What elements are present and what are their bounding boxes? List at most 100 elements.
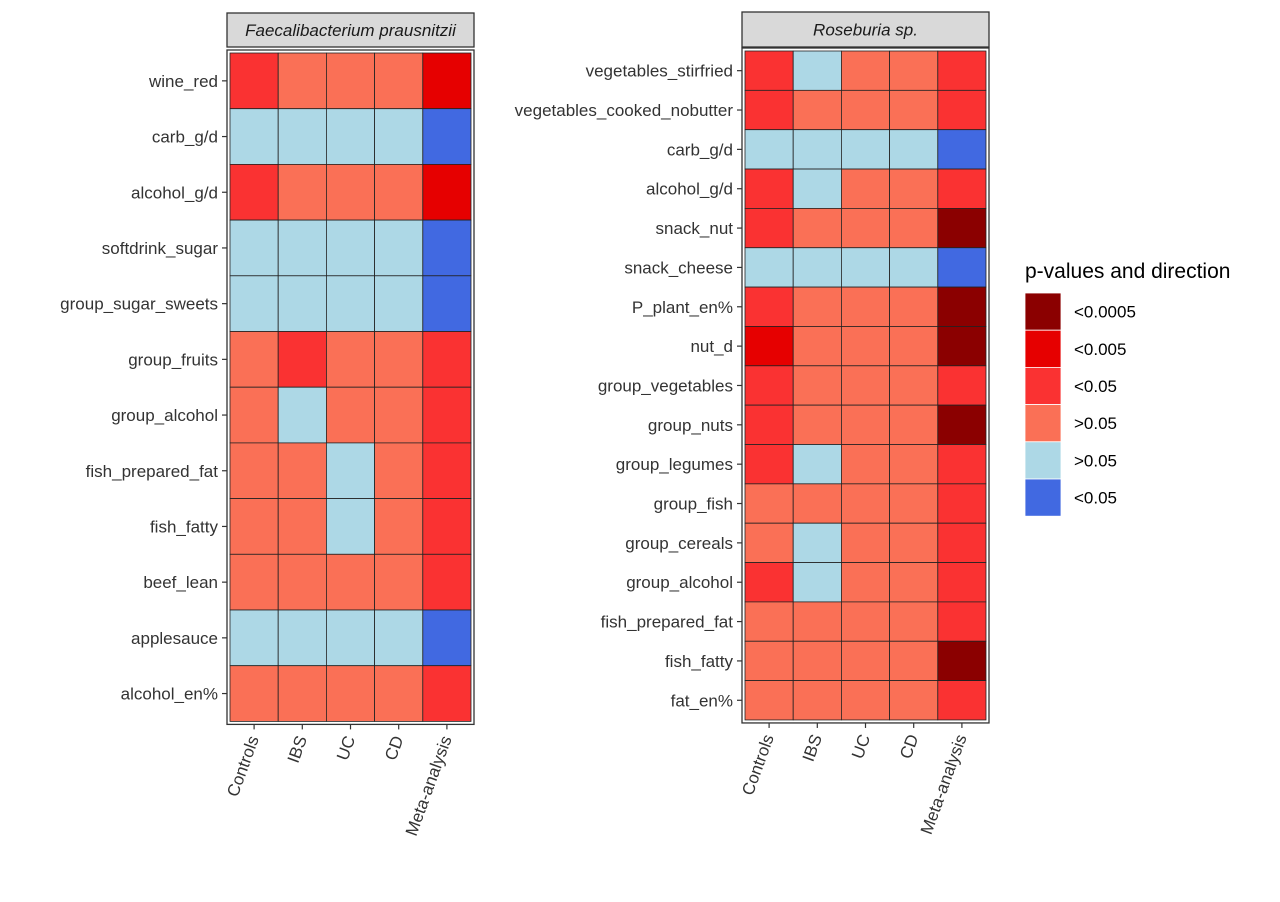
row-label-carb-g-d: carb_g/d (152, 128, 218, 147)
legend-key-neg-ns (1024, 441, 1062, 480)
heatmap-tile (744, 522, 794, 563)
heatmap-tile (792, 207, 842, 249)
heatmap-tile (889, 365, 939, 406)
heatmap-tile (889, 522, 939, 563)
row-label-p-plant-en: P_plant_en% (632, 298, 733, 317)
heatmap-tile (937, 601, 987, 642)
heatmap-tile (744, 207, 794, 249)
heatmap-tile (325, 609, 375, 667)
heatmap-tile (792, 680, 842, 721)
facet-strip (226, 12, 475, 48)
heatmap-tile (229, 219, 279, 277)
heatmap-tile (792, 326, 842, 367)
row-label-alcohol-g-d: alcohol_g/d (131, 183, 218, 202)
legend-key-pos-005 (1024, 329, 1062, 368)
heatmap-tile (889, 444, 939, 485)
row-label-nut-d: nut_d (690, 337, 733, 356)
heatmap-tile (325, 553, 375, 611)
heatmap-tile (374, 163, 424, 221)
heatmap-tile (841, 483, 891, 524)
heatmap-tile (744, 365, 794, 406)
row-label-snack-nut: snack_nut (656, 219, 734, 238)
heatmap-tile (744, 404, 794, 445)
heatmap-tile (374, 52, 424, 110)
heatmap-tile (841, 89, 891, 131)
heatmap-tile (744, 640, 794, 681)
heatmap-tile (792, 483, 842, 524)
row-label-group-alcohol: group_alcohol (111, 406, 218, 425)
heatmap-tile (937, 680, 987, 721)
legend-title: p-values and direction (1025, 260, 1230, 283)
heatmap-tile (374, 498, 424, 555)
heatmap-tile (277, 665, 327, 722)
heatmap-tile (889, 601, 939, 642)
heatmap-tile (374, 665, 424, 722)
heatmap-tile (841, 601, 891, 642)
heatmap-tile (422, 386, 472, 444)
row-label-group-cereals: group_cereals (625, 534, 733, 553)
row-label-fish-prepared-fat: fish_prepared_fat (601, 613, 734, 632)
heatmap-tile (229, 108, 279, 165)
row-label-wine-red: wine_red (148, 72, 218, 91)
column-label-ibs: IBS (284, 733, 311, 765)
row-label-vegetables-stirfried: vegetables_stirfried (586, 62, 733, 81)
column-label-ibs: IBS (799, 732, 826, 764)
heatmap-tile (792, 168, 842, 209)
heatmap-tile (889, 207, 939, 249)
row-label-beef-lean: beef_lean (143, 573, 218, 592)
row-label-vegetables-cooked-nobutter: vegetables_cooked_nobutter (515, 101, 734, 120)
heatmap-tile (841, 326, 891, 367)
heatmap-tile (841, 129, 891, 170)
heatmap-tile (277, 219, 327, 277)
heatmap-tile (325, 275, 375, 332)
heatmap-tile (841, 50, 891, 91)
heatmap-tile (889, 286, 939, 327)
column-label-controls: Controls (223, 733, 263, 799)
heatmap-tile (889, 680, 939, 721)
heatmap-tile (277, 386, 327, 444)
heatmap-tile (744, 562, 794, 603)
legend: p-values and direction <0.0005 <0.005 <0.0… (1024, 260, 1230, 517)
heatmap-tile (937, 247, 987, 288)
row-label-alcohol-en: alcohol_en% (121, 685, 218, 704)
legend-key-pos-0005 (1024, 292, 1062, 331)
heatmap-tile (374, 219, 424, 277)
heatmap-tile (744, 286, 794, 327)
legend-label: >0.05 (1074, 451, 1117, 470)
heatmap-tile (422, 219, 472, 277)
panel-faecalibacterium: Faecalibacterium prausnitzii wine_redcarb… (60, 12, 475, 838)
legend-label: <0.05 (1074, 377, 1117, 396)
column-label-cd: CD (381, 733, 407, 763)
heatmap-tile (744, 89, 794, 131)
heatmap-tile (325, 331, 375, 388)
legend-label: <0.0005 (1074, 303, 1136, 322)
heatmap-tile (889, 404, 939, 445)
heatmap-tile (889, 640, 939, 681)
heatmap-tile (422, 498, 472, 555)
legend-label: <0.05 (1074, 489, 1117, 508)
heatmap-tile (229, 553, 279, 611)
heatmap-tile (229, 386, 279, 444)
heatmap-tile (277, 163, 327, 221)
heatmap-tile (937, 89, 987, 131)
heatmap-tile (937, 522, 987, 563)
heatmap-tile (841, 562, 891, 603)
heatmap-tile (422, 52, 472, 110)
panel-roseburia: Roseburia sp. vegetables_stirfriedvegetab… (515, 11, 990, 837)
heatmap-tile (841, 168, 891, 209)
heatmap-tile (937, 50, 987, 91)
column-label-controls: Controls (738, 732, 778, 798)
facet-strip-title: Faecalibacterium prausnitzii (245, 21, 457, 40)
heatmap-tile (325, 442, 375, 499)
heatmap-tile (277, 331, 327, 388)
heatmap-tile (937, 444, 987, 485)
heatmap-tile (325, 52, 375, 110)
heatmap-tile (229, 52, 279, 110)
heatmap-tile (325, 108, 375, 165)
heatmap-tile (889, 50, 939, 91)
heatmap-tile (422, 609, 472, 667)
heatmap-tile (374, 331, 424, 388)
heatmap-tile (277, 52, 327, 110)
heatmap-tile (889, 129, 939, 170)
heatmap-tile (325, 219, 375, 277)
